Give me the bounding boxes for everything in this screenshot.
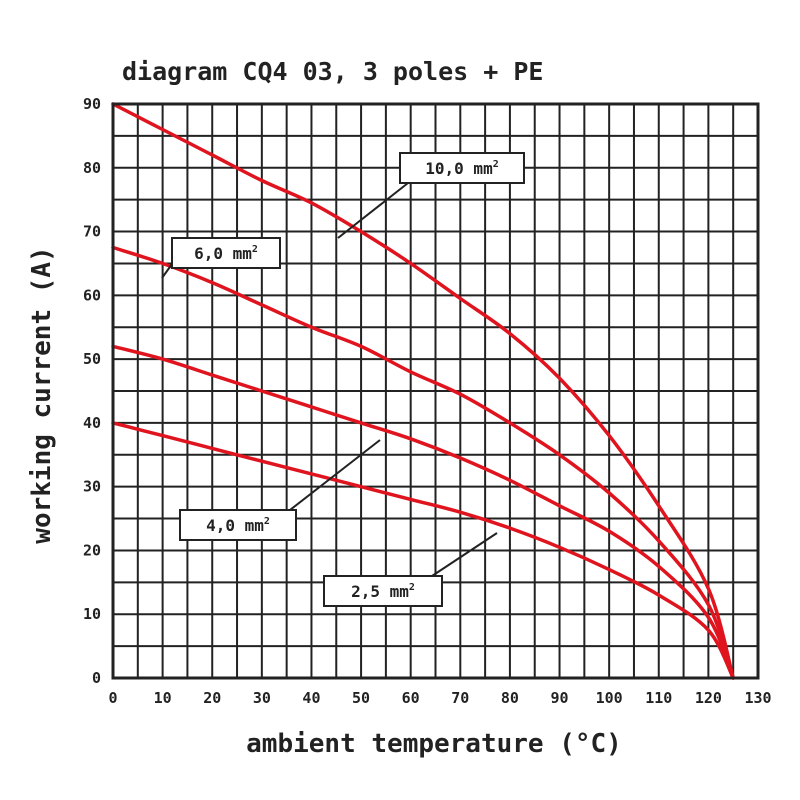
y-tick-label: 10: [83, 605, 101, 623]
series-label-main: 4,0 mm: [206, 516, 264, 535]
series-label-sup: 2: [252, 244, 258, 255]
x-tick-label: 50: [352, 689, 370, 707]
y-tick-label: 20: [83, 541, 101, 559]
series-label-sup: 2: [493, 159, 499, 170]
series-line-1: [111, 102, 735, 680]
callout-box: [399, 152, 525, 184]
x-tick-label: 100: [596, 689, 623, 707]
y-tick-label: 30: [83, 478, 101, 496]
y-tick-label: 70: [83, 223, 101, 241]
x-tick-label: 110: [645, 689, 672, 707]
y-tick-label: 80: [83, 159, 101, 177]
callout-3: 4,0 mm2: [179, 439, 381, 541]
callout-box: [179, 509, 297, 541]
series-curves: [111, 102, 735, 680]
callout-1: 10,0 mm2: [337, 152, 525, 239]
y-tick-label: 90: [83, 95, 101, 113]
y-tick-label: 50: [83, 350, 101, 368]
series-label: 2,5 mm2: [351, 582, 415, 601]
x-axis-label: ambient temperature (°C): [246, 729, 622, 759]
callout-box: [171, 237, 281, 269]
callout-box: [323, 575, 443, 607]
series-label-sup: 2: [264, 516, 270, 527]
chart-title: diagram CQ4 03, 3 poles + PE: [122, 57, 543, 86]
series-label: 6,0 mm2: [194, 244, 258, 263]
x-tick-label: 40: [302, 689, 320, 707]
series-label-main: 6,0 mm: [194, 244, 252, 263]
series-label-main: 10,0 mm: [425, 159, 493, 178]
series-line-3: [111, 344, 735, 680]
series-line-2: [111, 245, 735, 680]
x-tick-label: 10: [154, 689, 172, 707]
series-label-sup: 2: [409, 582, 415, 593]
y-tick-label: 0: [92, 669, 101, 687]
x-tick-label: 80: [501, 689, 519, 707]
x-tick-label: 60: [402, 689, 420, 707]
x-tick-label: 0: [108, 689, 117, 707]
callout-leader-line: [337, 182, 409, 239]
x-tick-label: 120: [695, 689, 722, 707]
y-axis-label: working current (A): [27, 246, 57, 543]
callout-leader-line: [431, 532, 498, 577]
callout-leader-line: [161, 263, 173, 279]
callout-4: 2,5 mm2: [323, 532, 498, 607]
x-tick-label: 30: [253, 689, 271, 707]
callout-2: 6,0 mm2: [161, 237, 281, 279]
y-tick-label: 40: [83, 414, 101, 432]
x-tick-label: 90: [551, 689, 569, 707]
series-label-main: 2,5 mm: [351, 582, 409, 601]
plot-frame: [111, 102, 760, 680]
series-label: 4,0 mm2: [206, 516, 270, 535]
series-label: 10,0 mm2: [425, 159, 498, 178]
callout-leader-line: [289, 439, 381, 511]
y-axis-ticks: 0 10 20 30 40 50 60 70 80 90: [83, 95, 101, 687]
x-tick-label: 130: [744, 689, 771, 707]
series-line-4: [111, 421, 735, 680]
x-axis-ticks: 0 10 20 30 40 50 60 70 80 90 100 110 120 130: [108, 689, 771, 707]
x-tick-label: 20: [203, 689, 221, 707]
y-tick-label: 60: [83, 286, 101, 304]
x-tick-label: 70: [451, 689, 469, 707]
